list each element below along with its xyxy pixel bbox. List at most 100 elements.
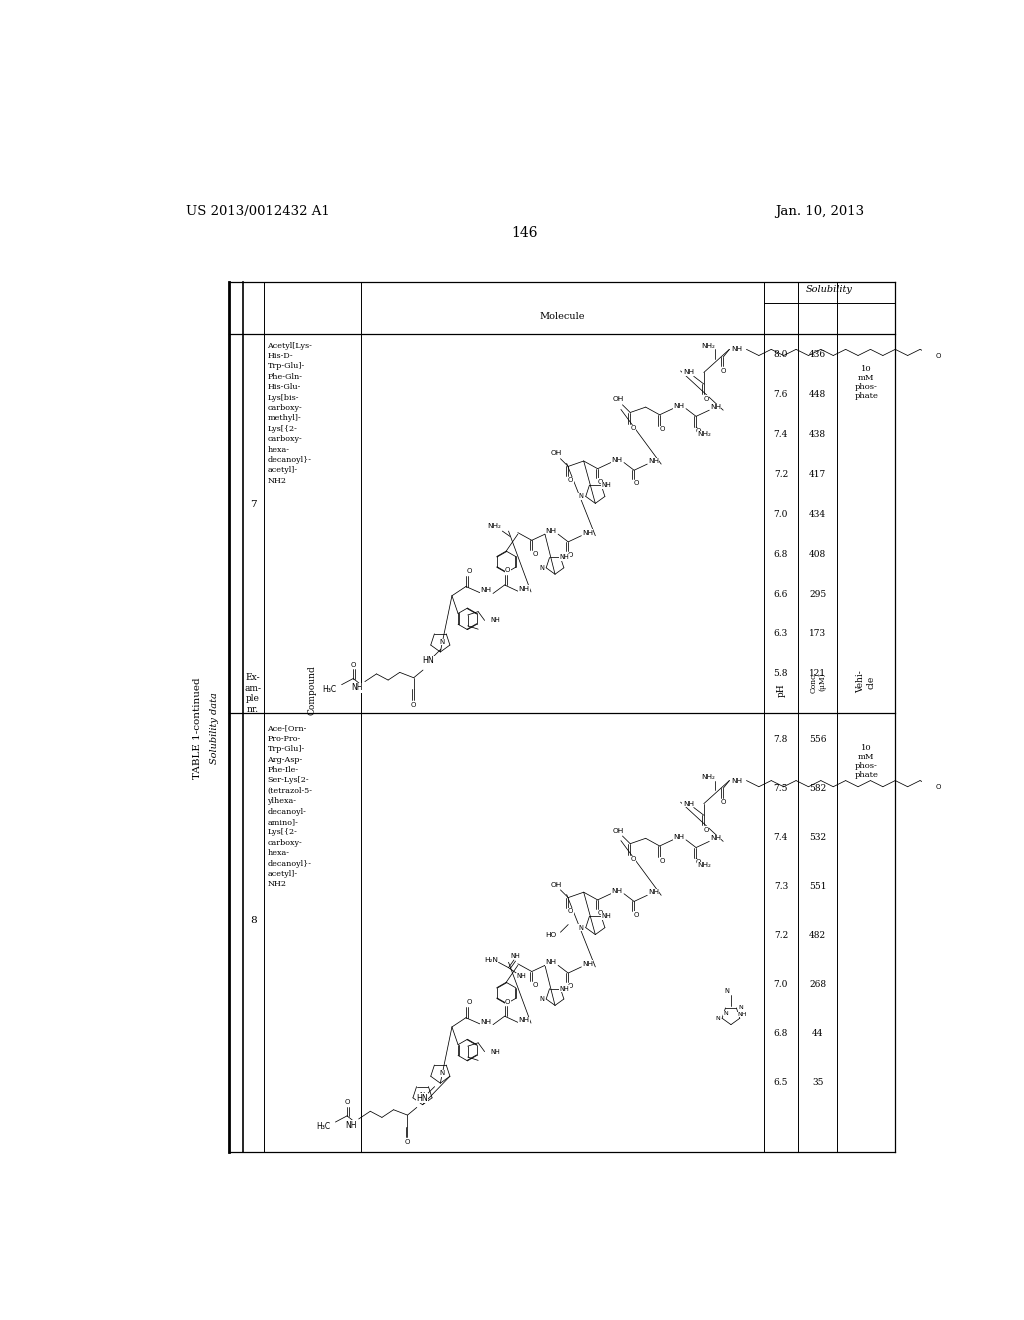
Text: O: O <box>703 826 709 833</box>
Text: 7.6: 7.6 <box>774 391 788 399</box>
Text: O: O <box>344 1100 350 1105</box>
Text: N: N <box>579 924 584 931</box>
Text: HN: HN <box>423 656 434 665</box>
Text: 146: 146 <box>512 226 538 240</box>
Text: Jan. 10, 2013: Jan. 10, 2013 <box>775 205 864 218</box>
Text: O: O <box>631 425 636 430</box>
Text: 408: 408 <box>809 549 826 558</box>
Text: NH: NH <box>601 482 610 488</box>
Text: O: O <box>568 983 573 989</box>
Text: O: O <box>936 352 941 359</box>
Text: OH: OH <box>613 396 625 403</box>
Text: NH₂: NH₂ <box>487 524 502 529</box>
Text: O: O <box>936 784 941 789</box>
Text: N: N <box>439 639 444 645</box>
Text: 6.8: 6.8 <box>774 549 788 558</box>
Text: O: O <box>466 999 472 1006</box>
Text: 10
mM
phos-
phate: 10 mM phos- phate <box>854 364 879 400</box>
Text: 7.2: 7.2 <box>774 931 788 940</box>
Text: NH: NH <box>710 404 721 411</box>
Text: NH: NH <box>611 457 623 463</box>
Text: O: O <box>695 859 701 865</box>
Text: O: O <box>598 479 603 484</box>
Text: N: N <box>716 1016 721 1020</box>
Text: O: O <box>568 908 573 915</box>
Text: N: N <box>738 1006 742 1010</box>
Text: NH: NH <box>351 684 362 692</box>
Text: NH: NH <box>582 529 593 536</box>
Text: NH: NH <box>516 973 525 979</box>
Text: 8.0: 8.0 <box>774 350 788 359</box>
Text: Solubility: Solubility <box>806 285 853 294</box>
Text: NH: NH <box>559 986 569 991</box>
Text: N: N <box>420 1092 425 1098</box>
Text: 434: 434 <box>809 510 826 519</box>
Text: O: O <box>598 909 603 916</box>
Text: NH: NH <box>648 890 659 895</box>
Text: 7.2: 7.2 <box>774 470 788 479</box>
Text: 6.3: 6.3 <box>774 630 788 639</box>
Text: O: O <box>350 661 356 668</box>
Text: NH: NH <box>732 346 742 352</box>
Text: NH: NH <box>710 836 721 841</box>
Text: O: O <box>631 857 636 862</box>
Text: NH: NH <box>559 554 569 561</box>
Text: O: O <box>532 552 538 557</box>
Text: NH: NH <box>674 403 684 409</box>
Text: O: O <box>634 480 639 486</box>
Text: O: O <box>466 568 472 574</box>
Text: NH: NH <box>674 834 684 840</box>
Text: O: O <box>532 982 538 989</box>
Text: NH: NH <box>683 370 694 375</box>
Text: NH: NH <box>518 586 529 591</box>
Text: 551: 551 <box>809 882 826 891</box>
Text: Compound: Compound <box>307 665 316 714</box>
Text: OH: OH <box>551 450 562 457</box>
Text: H₂N: H₂N <box>483 957 498 964</box>
Text: 7.3: 7.3 <box>774 882 788 891</box>
Text: NH: NH <box>601 913 610 920</box>
Text: Molecule: Molecule <box>540 312 585 321</box>
Text: 173: 173 <box>809 630 826 639</box>
Text: NH: NH <box>737 1012 746 1016</box>
Text: N: N <box>725 987 729 994</box>
Text: 436: 436 <box>809 350 826 359</box>
Text: NH: NH <box>518 1016 529 1023</box>
Text: N: N <box>579 494 584 499</box>
Text: N: N <box>540 565 545 570</box>
Text: HN: HN <box>417 1094 428 1102</box>
Text: 7.4: 7.4 <box>774 430 788 440</box>
Text: O: O <box>703 396 709 401</box>
Text: H₃C: H₃C <box>323 685 336 694</box>
Text: O: O <box>505 998 510 1005</box>
Text: 6.5: 6.5 <box>774 1077 788 1086</box>
Text: HO: HO <box>546 932 557 937</box>
Text: TABLE 1-continued: TABLE 1-continued <box>194 677 203 779</box>
Text: 448: 448 <box>809 391 826 399</box>
Text: NH: NH <box>511 953 520 960</box>
Text: 7.5: 7.5 <box>774 784 788 793</box>
Text: 7.8: 7.8 <box>774 735 788 744</box>
Text: NH₂: NH₂ <box>697 862 711 869</box>
Text: Vehi-
cle: Vehi- cle <box>856 671 876 693</box>
Text: Acetyl[Lys-
His-D-
Trp-Glu]-
Phe-Gln-
His-Glu-
Lys[bis-
carboxy-
methyl]-
Lys[{2: Acetyl[Lys- His-D- Trp-Glu]- Phe-Gln- Hi… <box>267 342 312 484</box>
Text: O: O <box>695 428 701 434</box>
Text: 7.0: 7.0 <box>774 510 788 519</box>
Text: NH: NH <box>732 777 742 784</box>
Text: N: N <box>439 1071 444 1076</box>
Text: Ex-
am-
ple
nr.: Ex- am- ple nr. <box>245 673 262 714</box>
Text: 121: 121 <box>809 669 826 678</box>
Text: 7.0: 7.0 <box>774 979 788 989</box>
Text: 7.4: 7.4 <box>774 833 788 842</box>
Text: 556: 556 <box>809 735 826 744</box>
Text: Solubility data: Solubility data <box>210 692 219 764</box>
Text: 582: 582 <box>809 784 826 793</box>
Text: NH: NH <box>546 528 557 535</box>
Text: N: N <box>540 997 545 1002</box>
Text: US 2013/0012432 A1: US 2013/0012432 A1 <box>186 205 330 218</box>
Text: O: O <box>660 858 666 863</box>
Text: 8: 8 <box>250 916 256 925</box>
Text: O: O <box>505 568 510 573</box>
Text: NH: NH <box>480 587 492 594</box>
Text: H₃C: H₃C <box>315 1122 330 1131</box>
